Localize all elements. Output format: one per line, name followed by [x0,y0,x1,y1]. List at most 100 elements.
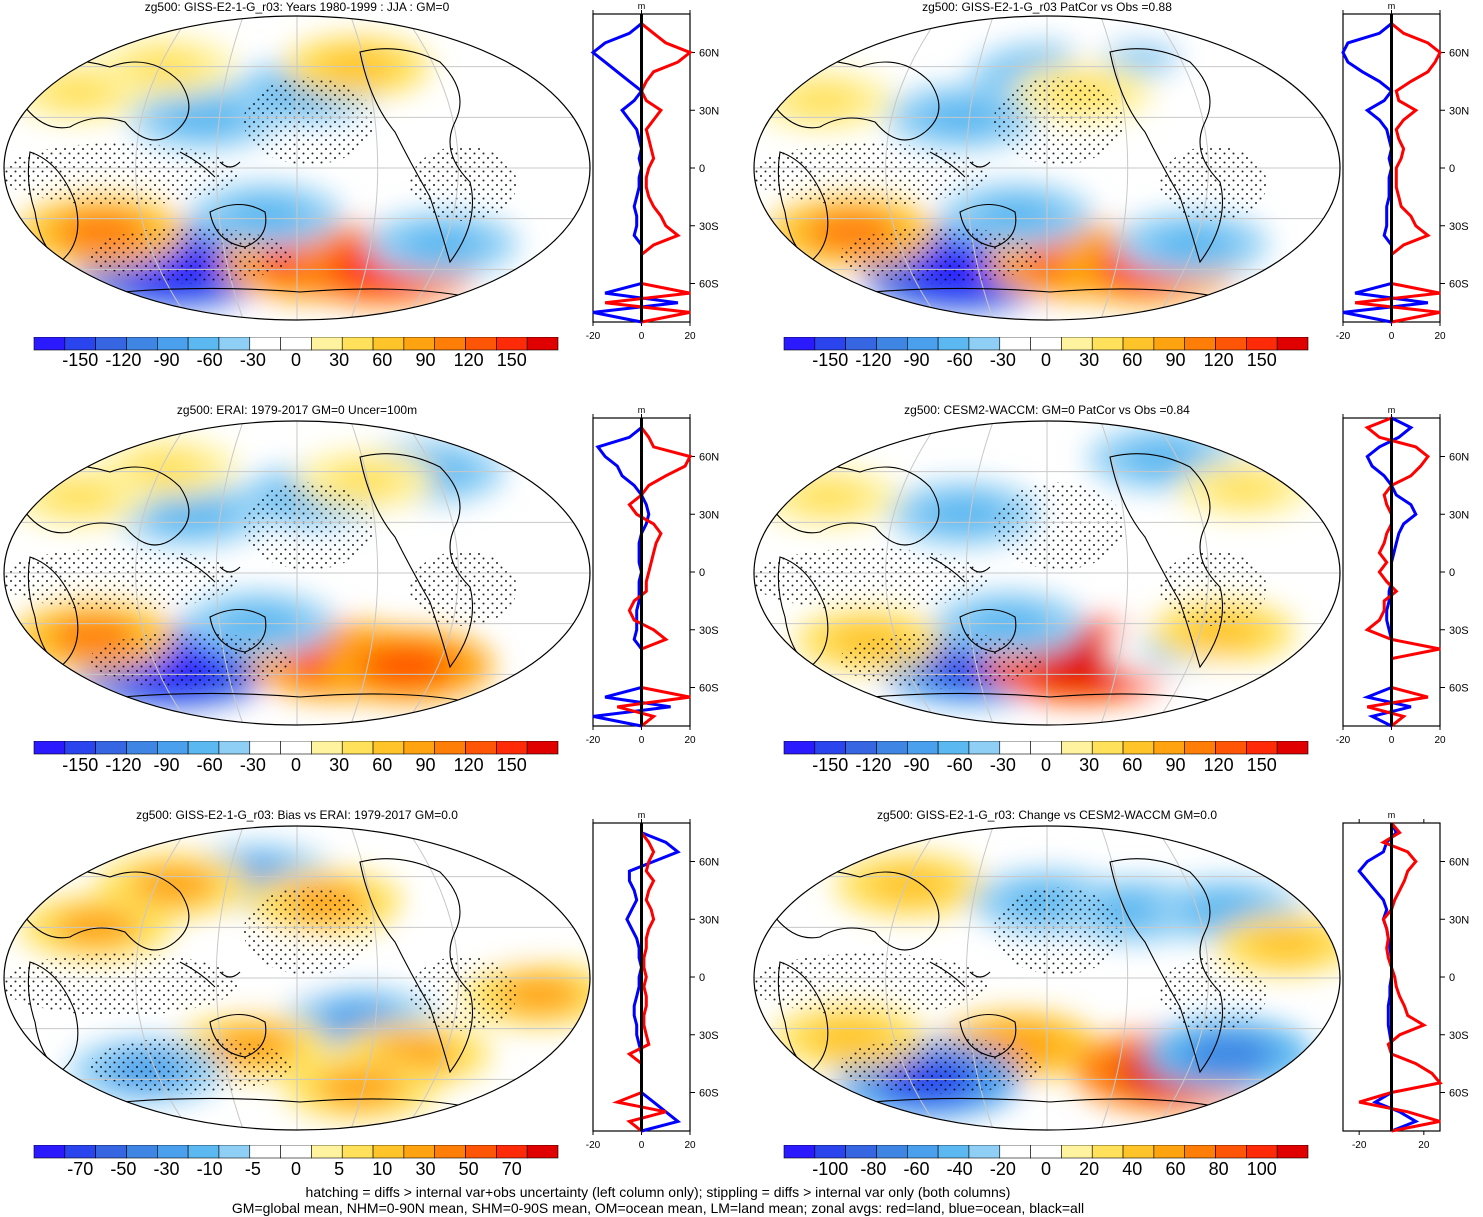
colorbar-swatch-8 [280,741,312,755]
meridian [1100,421,1129,725]
colorbar-tick-label: 10 [372,1159,393,1179]
colorbar-swatch-2 [95,1145,127,1159]
colorbar-swatch-13 [1184,1145,1216,1159]
colorbar-tick-label: 90 [415,350,436,370]
anomaly-core-8 [790,479,869,515]
panel-2-title: zg500: GISS-E2-1-G_r03 PatCor vs Obs =0.… [922,0,1172,14]
coastline-3 [359,858,473,1074]
colorbar-swatch-2 [95,337,127,351]
colorbar-tick-label: 90 [1165,755,1186,775]
coastline-5 [179,556,241,583]
colorbar-swatch-10 [1091,1145,1124,1159]
anomaly-core-7 [400,225,484,263]
zonal-ocean-line [1357,822,1420,1133]
profile-y-tick-label: 60S [1449,279,1469,291]
anomaly-core-10 [128,450,207,486]
coastline-3 [1109,453,1223,669]
panel-4-map [753,420,1341,726]
colorbar-tick-label: 0 [290,350,302,370]
coastline-2 [209,1013,267,1058]
colorbar-tick-label: 60 [372,755,393,775]
coastline-5 [179,961,241,988]
colorbar-tick-label: -30 [989,755,1016,775]
colorbar-tick-label: -60 [946,755,973,775]
colorbar-tick-label: -60 [946,350,973,370]
colorbar-swatch-6 [968,337,1001,351]
profile-y-tick-label: 30S [699,625,719,637]
colorbar-swatch-16 [526,1145,559,1159]
colorbar-swatch-12 [1153,741,1186,755]
colorbar-tick-label: -60 [196,350,223,370]
profile-x-tick-label: 20 [684,331,696,342]
anomaly-core-4 [921,494,1006,533]
colorbar-swatch-3 [876,741,908,755]
colorbar-tick-label: -150 [62,755,99,775]
profile-y-tick-label: 30N [699,105,719,117]
zonal-land-line [1354,14,1442,324]
meridian [965,16,994,320]
coastline-2 [959,608,1017,653]
colorbar-tick-label: -120 [855,755,892,775]
coastline-4 [99,1097,471,1108]
colorbar-tick-label: 30 [415,1159,436,1179]
zonal-land-line [1364,416,1441,728]
colorbar-swatch-14 [465,1145,497,1159]
colorbar-swatch-10 [1091,741,1124,755]
colorbar-swatch-10 [1091,337,1124,351]
colorbar-swatch-3 [126,741,158,755]
colorbar-swatch-0 [33,337,66,351]
panel-4-colorbar [783,741,1309,755]
panel-2-zonal-profile: 60N 30N 0 30S 60S -20 0 20 m [1336,1,1469,342]
colorbar-swatch-0 [783,741,816,755]
profile-y-tick-label: 30N [1449,105,1469,117]
stipple-region-1 [243,887,375,975]
colorbar-tick-label: 150 [496,350,527,370]
colorbar-swatch-15 [1246,741,1278,755]
profile-y-tick-label: 60N [699,452,719,464]
stipple-region-0 [754,548,988,611]
colorbar-swatch-16 [1276,337,1309,351]
profile-x-tick-label: 20 [1434,735,1446,746]
colorbar-swatch-11 [1122,741,1155,755]
colorbar-swatch-2 [845,741,877,755]
profile-y-tick-label: 0 [1449,972,1455,984]
colorbar-swatch-7 [249,741,281,755]
coastline-5 [179,151,241,178]
profile-y-tick-label: 30N [699,914,719,926]
colorbar-swatch-9 [311,741,343,755]
panel-3-map [3,420,591,726]
colorbar-tick-label: 20 [1079,1159,1100,1179]
panel-6-title: zg500: GISS-E2-1-G_r03: Change vs CESM2-… [876,808,1217,822]
colorbar-tick-label: -70 [67,1159,94,1179]
colorbar-tick-label: 60 [1122,755,1143,775]
colorbar-tick-label: -90 [903,755,930,775]
colorbar-swatch-15 [496,741,528,755]
colorbar-swatch-9 [1061,741,1093,755]
profile-y-tick-label: 60N [1449,48,1469,60]
colorbar-tick-label: 120 [1203,350,1234,370]
stipple-region-3 [1159,956,1267,1032]
stipple-region-3 [1159,146,1267,222]
colorbar-tick-label: -60 [903,1159,930,1179]
profile-xlabel: m [638,810,646,820]
colorbar-tick-label: -120 [855,350,892,370]
meridian [215,421,244,725]
coastline-0 [19,870,190,951]
anomaly-core-2 [358,644,454,688]
coastline-3 [359,453,473,669]
colorbar-tick-label: -80 [860,1159,887,1179]
coastline-3 [1109,48,1223,264]
colorbar-swatch-4 [156,741,189,755]
coastline-3 [1109,858,1223,1074]
colorbar-swatch-11 [1122,337,1155,351]
colorbar-swatch-11 [1122,1145,1155,1159]
colorbar-swatch-1 [64,1145,96,1159]
colorbar-swatch-12 [1153,337,1186,351]
profile-y-tick-label: 30S [1449,221,1469,233]
colorbar-swatch-12 [403,741,436,755]
colorbar-tick-label: 0 [1040,350,1052,370]
profile-x-tick-label: 20 [684,1140,696,1151]
colorbar-swatch-4 [156,1145,189,1159]
colorbar-tick-label: 150 [1246,350,1277,370]
panel-5-title: zg500: GISS-E2-1-G_r03: Bias vs ERAI: 19… [136,808,458,822]
